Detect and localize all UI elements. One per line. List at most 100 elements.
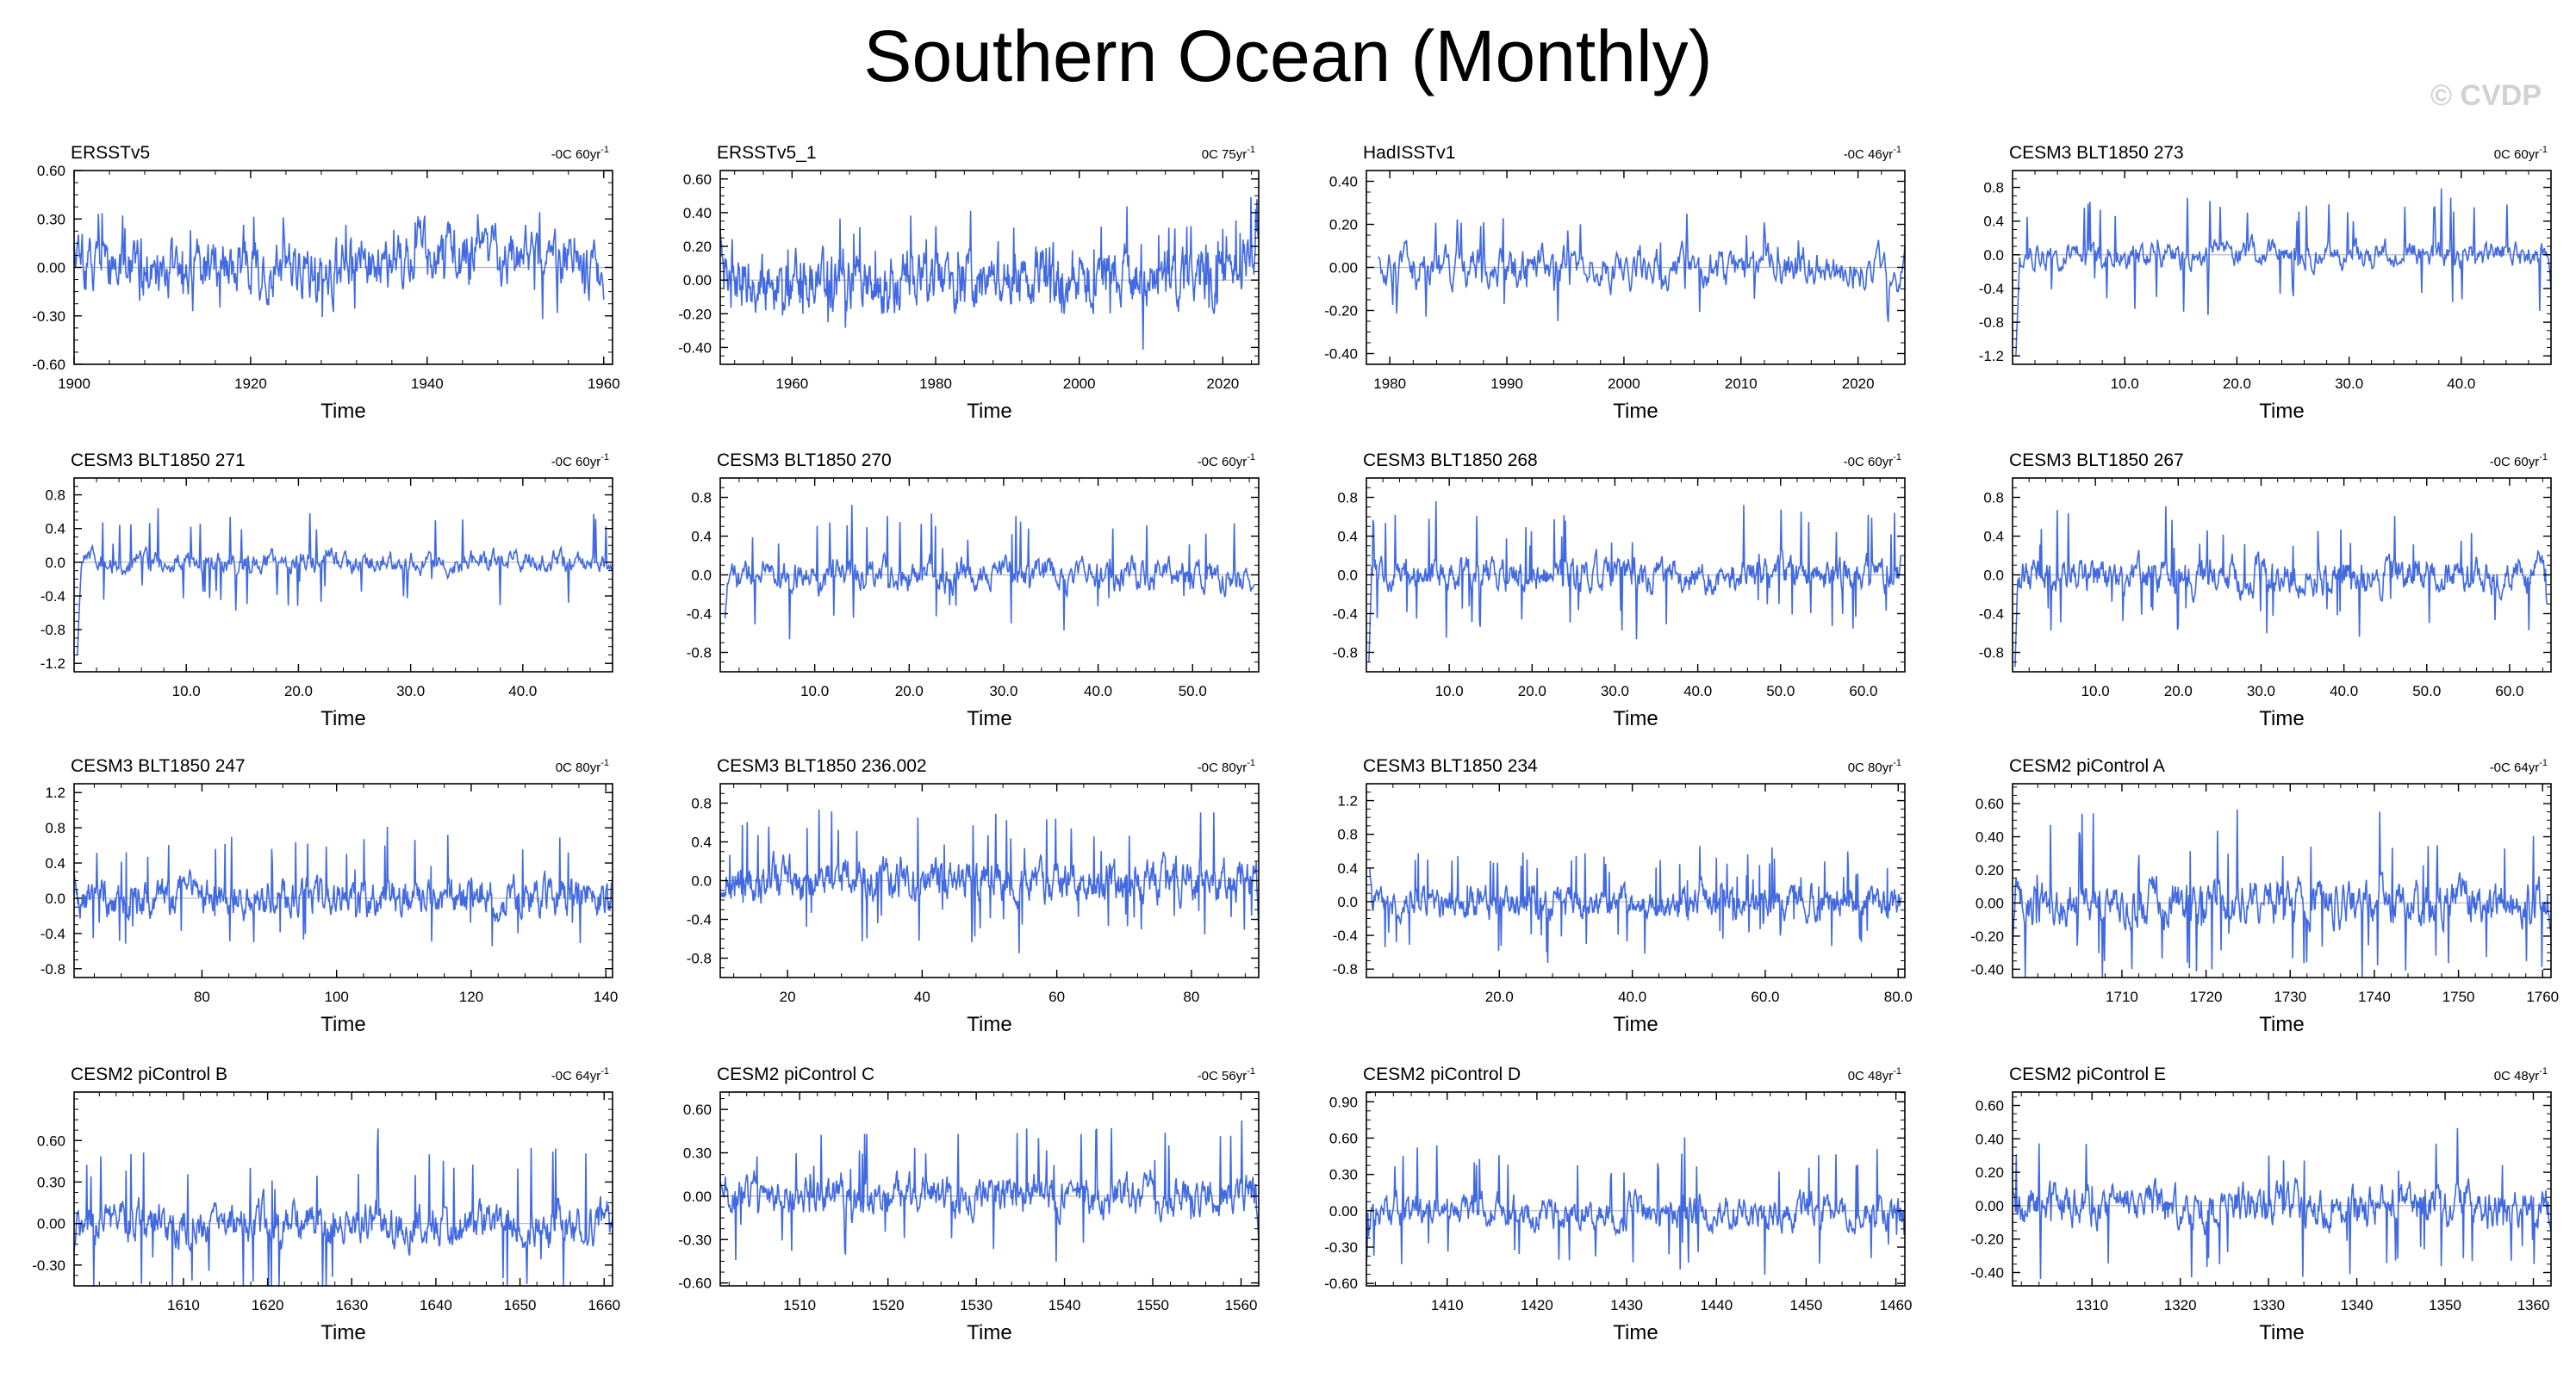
x-axis-label: Time (320, 1321, 365, 1344)
y-tick-label: -0.8 (40, 622, 65, 638)
panel-trend: -0C 46yr-1 (1844, 145, 1901, 162)
x-tick-label: 1640 (420, 1297, 452, 1313)
x-tick-label: 10.0 (800, 683, 829, 699)
y-tick-label: 0.60 (37, 163, 65, 179)
x-axis-label: Time (320, 1013, 365, 1036)
x-tick-label: 80 (1183, 989, 1199, 1005)
y-tick-label: 0.00 (1976, 895, 2004, 911)
y-tick-label: 0.4 (1983, 214, 2004, 230)
x-tick-label: 2020 (1842, 376, 1875, 392)
y-tick-label: 0.00 (1976, 1198, 2004, 1214)
y-tick-label: 0.40 (1329, 174, 1358, 190)
y-tick-label: -0.40 (1970, 1264, 2004, 1281)
y-tick-label: 0.0 (691, 873, 712, 890)
panel-title: CESM2 piControl B (71, 1065, 227, 1084)
panel-trend: 0C 60yr-1 (2494, 145, 2548, 162)
chart-panel-10: CESM3 BLT1850 236.002 -0C 80yr-1 -0.8 -0.4 0… (687, 756, 1260, 1036)
y-tick-label: 1.2 (1337, 793, 1358, 810)
panel-trend-exponent: -1 (1247, 145, 1255, 155)
panel-trend-exponent: -1 (1247, 758, 1255, 768)
plot-frame (73, 1091, 613, 1287)
panel-title: ERSSTv5 (71, 143, 150, 163)
x-tick-label: 1350 (2429, 1297, 2461, 1313)
x-tick-label: 10.0 (172, 683, 201, 699)
y-tick-label: 0.0 (45, 891, 65, 907)
y-tick-label: 0.00 (1329, 1203, 1358, 1220)
x-tick-label: 80 (194, 989, 210, 1005)
series-line (1369, 846, 1902, 964)
panel-trend-exponent: -1 (1893, 452, 1901, 462)
y-tick-label: -0.60 (678, 1276, 712, 1292)
y-tick-label: 0.4 (1337, 860, 1358, 877)
plot-frame (2012, 170, 2552, 365)
y-tick-label: 0.60 (1976, 796, 2004, 812)
x-tick-label: 60.0 (1849, 683, 1877, 699)
x-tick-label: 1750 (2442, 989, 2475, 1005)
x-tick-label: 100 (325, 989, 349, 1005)
x-axis-label: Time (2259, 1321, 2304, 1344)
series-line (724, 505, 1255, 640)
y-tick-label: 0.0 (1983, 247, 2004, 264)
x-tick-label: 50.0 (1179, 683, 1207, 699)
y-tick-label: 0.30 (1329, 1167, 1358, 1183)
y-tick-label: 0.8 (45, 487, 65, 504)
x-tick-label: 30.0 (989, 683, 1017, 699)
y-tick-label: 0.0 (691, 568, 712, 584)
panel-trend: -0C 64yr-1 (551, 1066, 609, 1083)
x-tick-label: 30.0 (2247, 683, 2275, 699)
y-tick-label: 0.60 (1976, 1098, 2004, 1114)
panel-title: CESM3 BLT1850 273 (2009, 143, 2184, 163)
x-tick-label: 1980 (919, 376, 952, 392)
x-tick-label: 1460 (1880, 1297, 1913, 1313)
y-tick-label: 0.30 (37, 1174, 65, 1190)
x-tick-label: 1940 (411, 376, 444, 392)
x-axis-label: Time (320, 400, 365, 423)
x-tick-label: 1720 (2190, 989, 2223, 1005)
x-axis-label: Time (967, 400, 1011, 423)
x-tick-label: 40.0 (2447, 376, 2475, 392)
panel-trend-exponent: -1 (2539, 1066, 2548, 1077)
page-title: Southern Ocean (Monthly) (863, 16, 1713, 96)
y-tick-label: 0.20 (1329, 217, 1358, 233)
series-line (719, 809, 1260, 953)
y-tick-label: 0.8 (1337, 827, 1358, 843)
x-tick-label: 20.0 (895, 683, 924, 699)
y-tick-label: 1.2 (45, 785, 65, 801)
x-tick-label: 2000 (1608, 376, 1640, 392)
x-tick-label: 1530 (960, 1297, 992, 1313)
y-tick-label: 0.30 (683, 1145, 712, 1162)
x-tick-label: 20.0 (1485, 989, 1514, 1005)
y-tick-label: 0.00 (683, 1189, 712, 1205)
x-tick-label: 20.0 (2223, 376, 2251, 392)
panel-trend-exponent: -1 (2539, 145, 2548, 155)
y-tick-label: -0.20 (1324, 303, 1358, 320)
x-tick-label: 30.0 (2335, 376, 2363, 392)
y-tick-label: 0.00 (37, 260, 65, 276)
plot-frame (719, 1091, 1260, 1287)
y-tick-label: 0.8 (1983, 180, 2004, 196)
panel-trend-exponent: -1 (1247, 452, 1255, 462)
x-axis-label: Time (967, 1013, 1011, 1036)
y-tick-label: -0.40 (678, 339, 712, 356)
x-tick-label: 1900 (58, 376, 90, 392)
y-tick-label: -0.60 (32, 357, 65, 373)
series-line (73, 212, 605, 320)
y-tick-label: 0.0 (1337, 568, 1358, 584)
y-tick-label: 0.8 (691, 796, 712, 812)
x-axis-label: Time (320, 707, 365, 730)
x-axis-label: Time (1613, 1321, 1658, 1344)
x-tick-label: 1960 (588, 376, 620, 392)
chart-panel-6: CESM3 BLT1850 270 -0C 60yr-1 -0.8 -0.4 0.0 0.… (687, 450, 1260, 730)
x-tick-label: 1760 (2526, 989, 2559, 1005)
panel-trend: -0C 60yr-1 (1844, 452, 1901, 469)
y-tick-label: 0.0 (45, 555, 65, 571)
plot-frame (1366, 783, 1906, 978)
series-line (1368, 500, 1901, 662)
chart-panel-13: CESM2 piControl B -0C 64yr-1 -0.30 0.00 0.30… (32, 1065, 620, 1344)
panel-title: CESM3 BLT1850 271 (71, 450, 246, 470)
panel-trend: 0C 80yr-1 (556, 758, 609, 775)
plot-frame (719, 170, 1260, 365)
x-tick-label: 1990 (1490, 376, 1523, 392)
x-tick-label: 60 (1048, 989, 1065, 1005)
chart-panel-1: ERSSTv5 -0C 60yr-1 -0.60 -0.30 0.00 0.30 0.60 1… (32, 143, 619, 423)
